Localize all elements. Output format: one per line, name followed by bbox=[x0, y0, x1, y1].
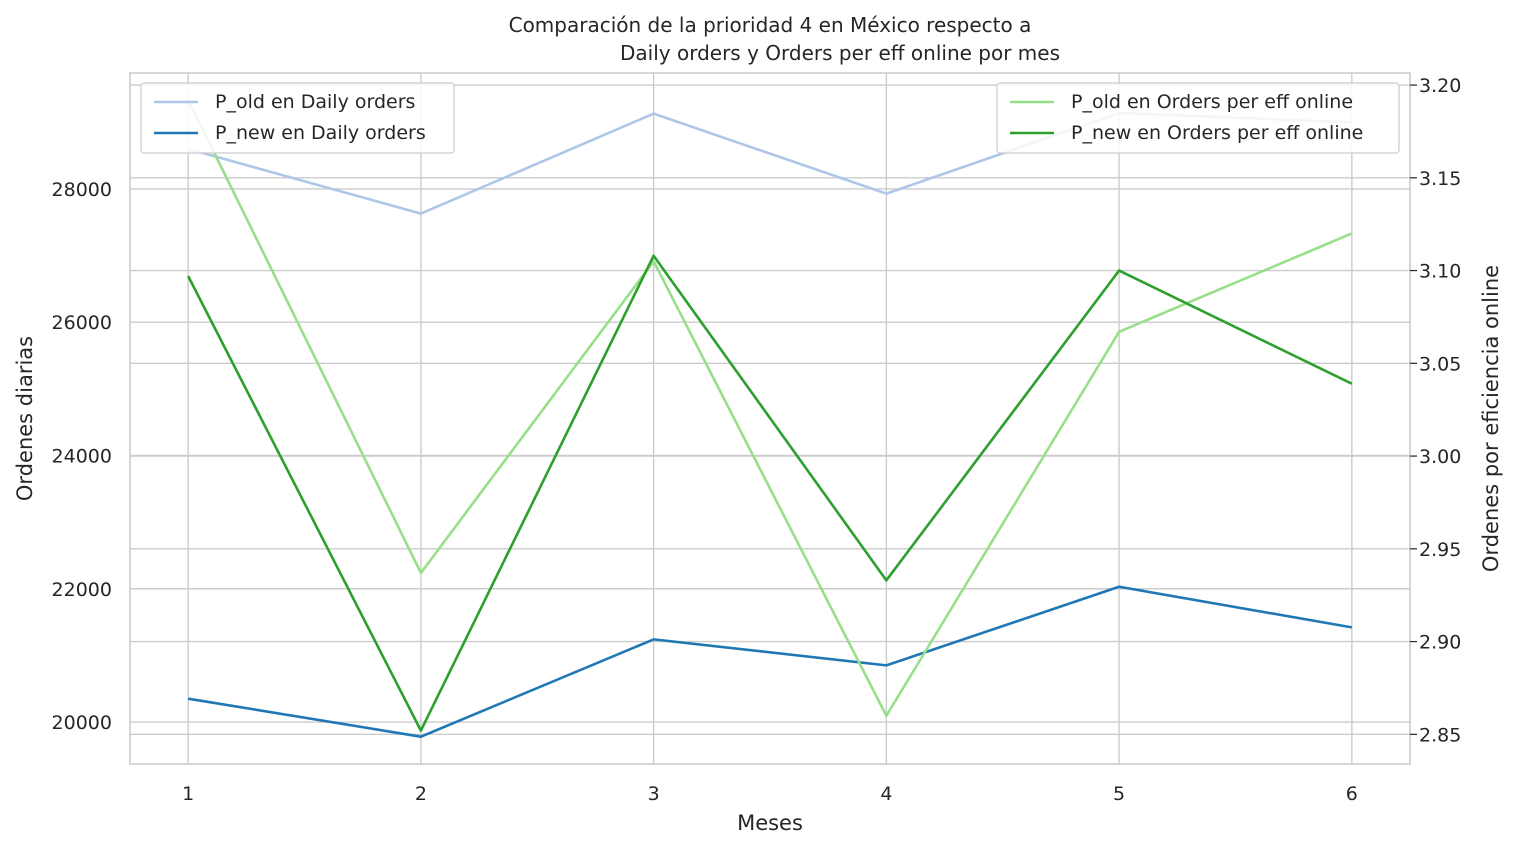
right-y-axis-label: Ordenes por eficiencia online bbox=[1479, 265, 1503, 572]
legend-right-entry-1: P_new en Orders per eff online bbox=[1071, 122, 1363, 144]
left-y-tick-label-3: 26000 bbox=[52, 312, 112, 334]
right-y-tick-label-1: 2.90 bbox=[1419, 632, 1461, 654]
chart-title-line-1: Comparación de la prioridad 4 en México … bbox=[509, 13, 1032, 37]
right-y-tick-label-7: 3.20 bbox=[1419, 75, 1461, 97]
x-tick-label-3: 4 bbox=[880, 783, 892, 805]
right-series-line-1 bbox=[187, 254, 1353, 732]
right-y-tick-label-5: 3.10 bbox=[1419, 261, 1461, 283]
legend-left-entry-0: P_old en Daily orders bbox=[215, 91, 415, 113]
x-tick-label-4: 5 bbox=[1113, 783, 1125, 805]
left-series-line-1 bbox=[187, 585, 1353, 738]
right-y-tick-label-2: 2.95 bbox=[1419, 539, 1461, 561]
right-y-tick-label-4: 3.05 bbox=[1419, 353, 1461, 375]
right-y-tick-label-3: 3.00 bbox=[1419, 446, 1461, 468]
x-axis-ticks: 1 2 3 4 5 6 bbox=[182, 783, 1358, 805]
legend-left: P_old en Daily orders P_new en Daily ord… bbox=[140, 82, 455, 154]
left-y-tick-label-2: 24000 bbox=[52, 445, 112, 467]
legend-right-box bbox=[996, 82, 1400, 154]
left-y-tick-label-4: 28000 bbox=[52, 179, 112, 201]
right-y-tick-label-0: 2.85 bbox=[1419, 724, 1461, 746]
x-tick-label-2: 3 bbox=[648, 783, 660, 805]
legend-right: P_old en Orders per eff online P_new en … bbox=[996, 82, 1400, 154]
legend-left-box bbox=[140, 82, 455, 154]
legend-left-entry-1: P_new en Daily orders bbox=[215, 122, 426, 144]
left-y-axis-label: Ordenes diarias bbox=[13, 336, 37, 501]
right-y-axis-ticks: 2.85 2.90 2.95 3.00 3.05 3.10 3.15 3.20 bbox=[1410, 75, 1461, 746]
right-series-line-0 bbox=[187, 99, 1353, 718]
x-tick-label-5: 6 bbox=[1346, 783, 1358, 805]
x-tick-label-0: 1 bbox=[182, 783, 194, 805]
plot-frame bbox=[129, 72, 1411, 765]
x-tick-label-1: 2 bbox=[415, 783, 427, 805]
right-y-tick-label-6: 3.15 bbox=[1419, 168, 1461, 190]
left-y-tick-label-0: 20000 bbox=[52, 712, 112, 734]
chart-title-line-2: Daily orders y Orders per eff online por… bbox=[620, 41, 1060, 65]
x-axis-label: Meses bbox=[737, 811, 803, 835]
left-y-tick-label-1: 22000 bbox=[52, 579, 112, 601]
legend-right-entry-0: P_old en Orders per eff online bbox=[1071, 91, 1353, 113]
left-y-axis-ticks: 20000 22000 24000 26000 28000 bbox=[52, 179, 112, 734]
